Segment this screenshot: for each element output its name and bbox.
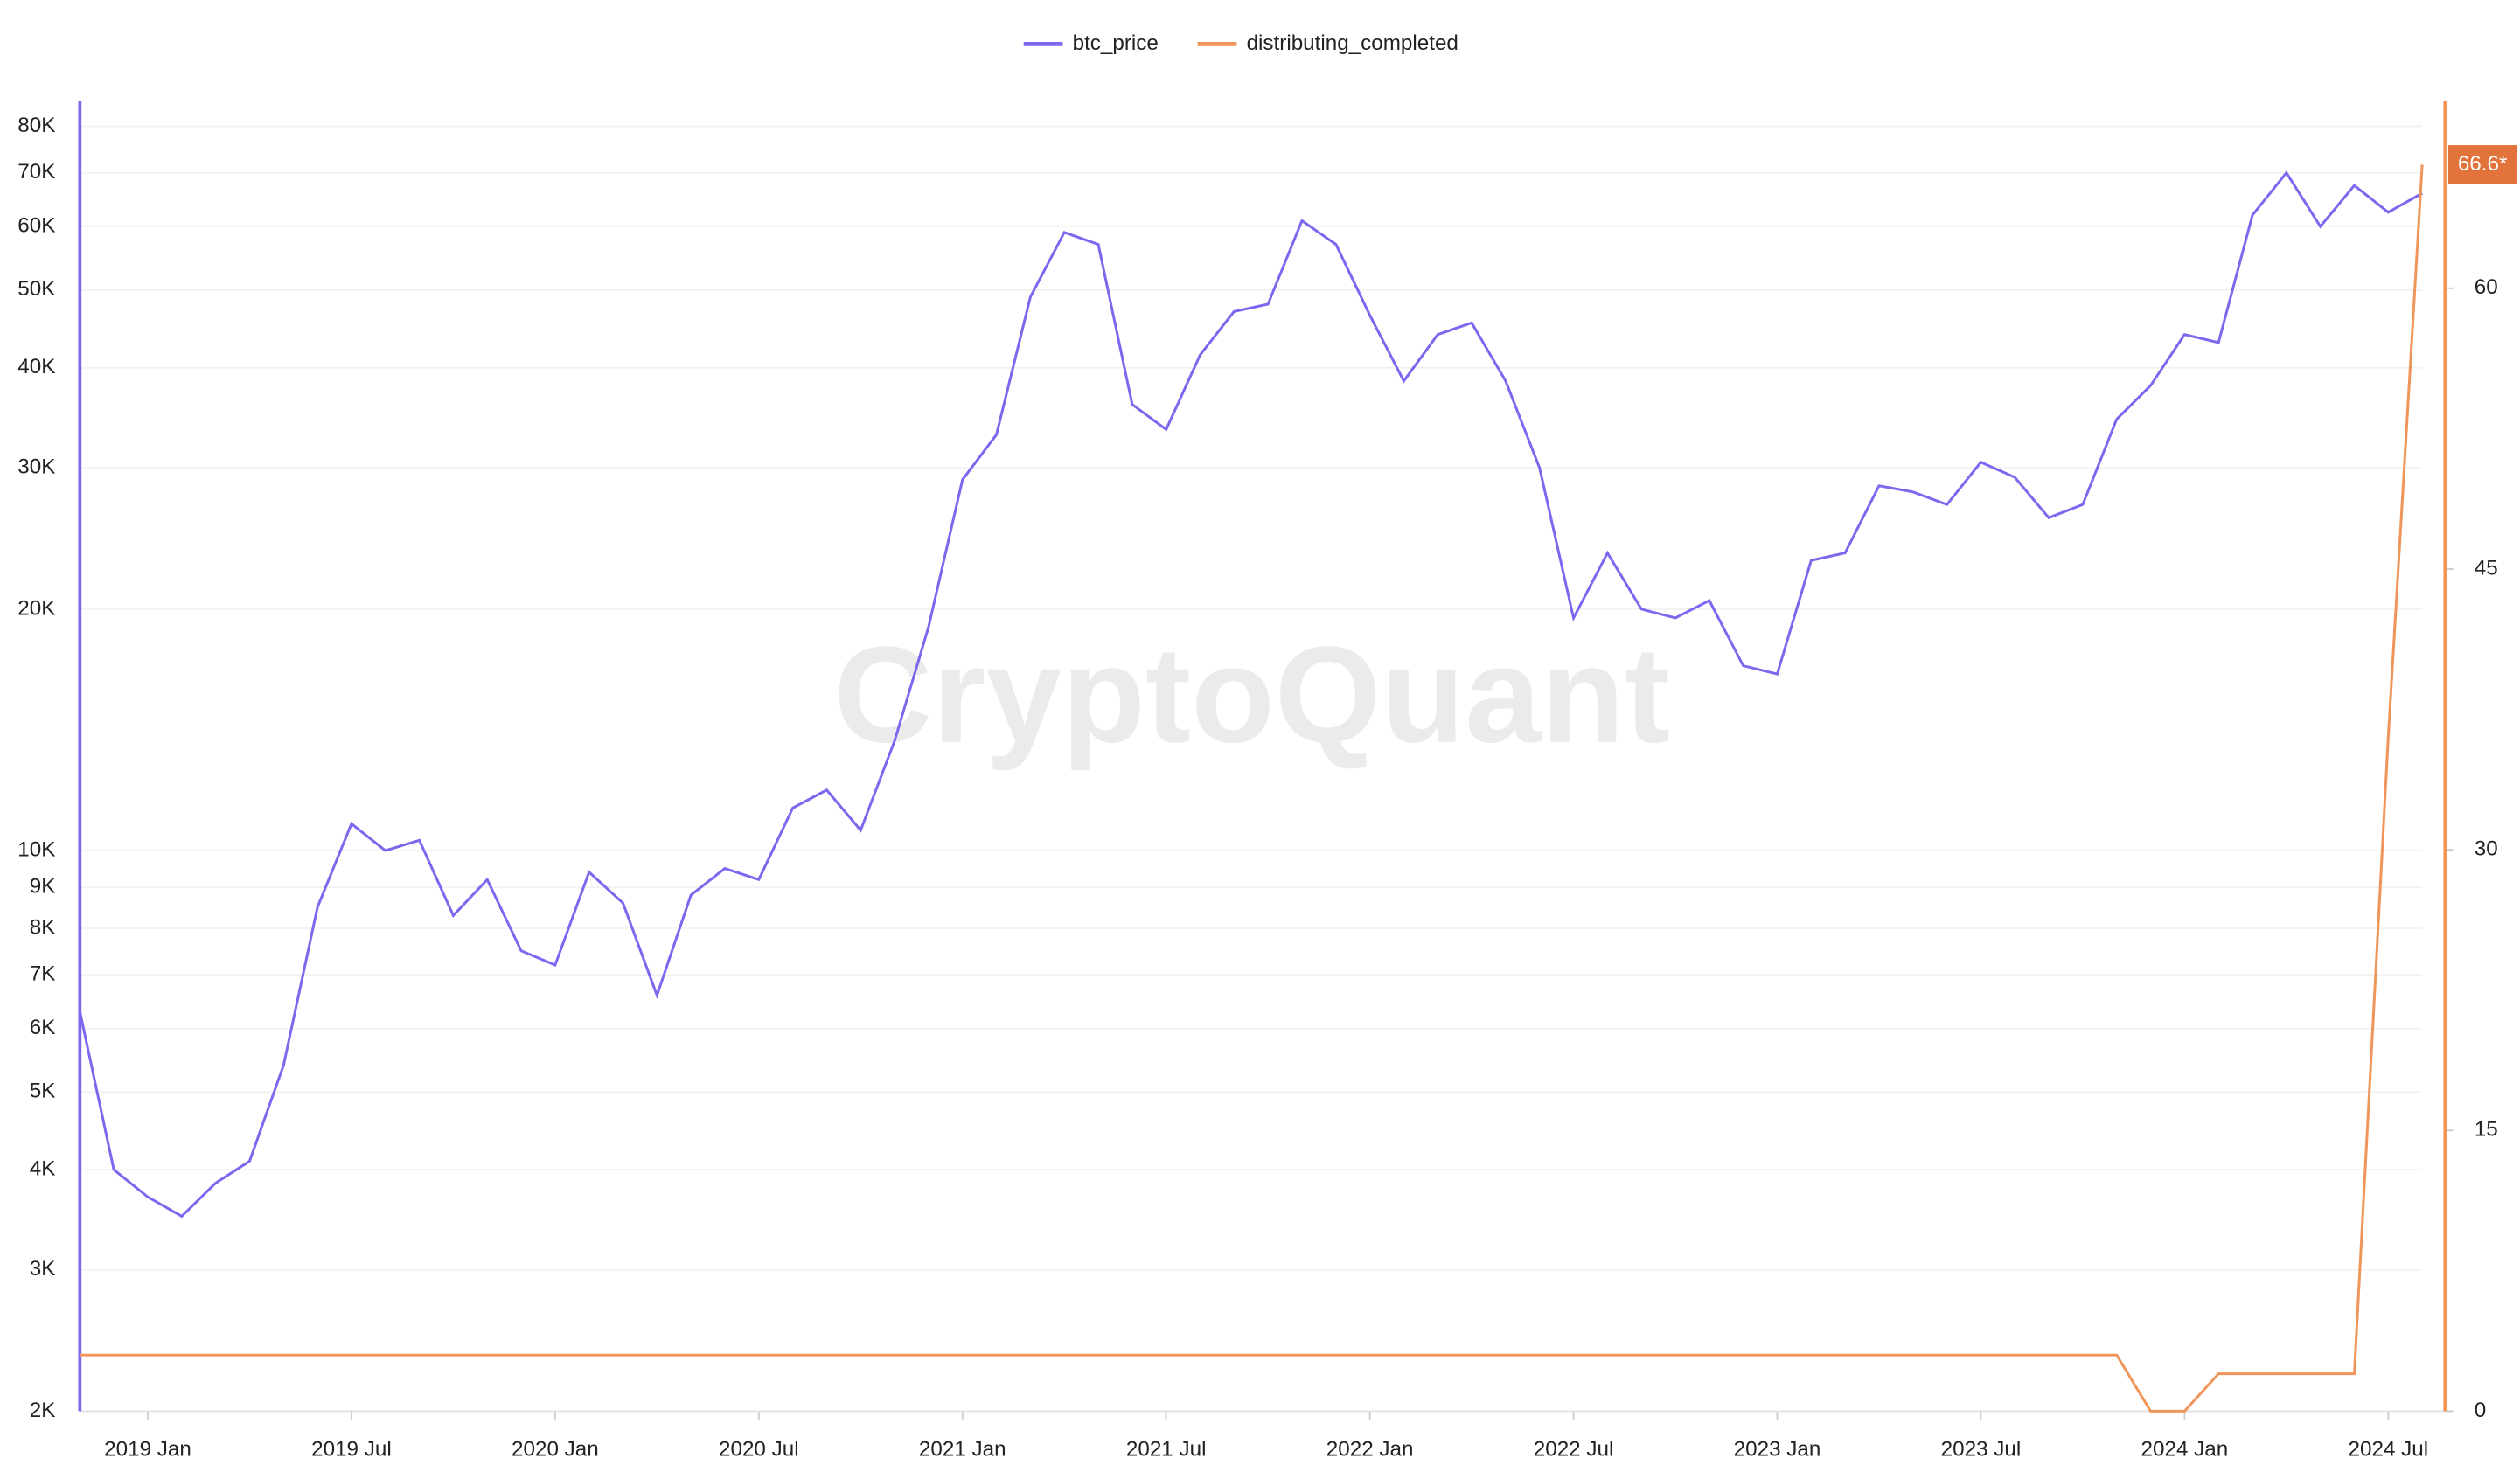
x-tick-label: 2020 Jul (719, 1438, 799, 1462)
y-tick-label: 7K (30, 962, 56, 986)
y-tick-label: 40K (17, 355, 55, 378)
y-tick-label: 8K (30, 915, 56, 939)
x-tick-label: 2019 Jan (104, 1438, 191, 1462)
x-tick-label: 2020 Jan (512, 1438, 599, 1462)
y2-tick-label: 15 (2475, 1118, 2498, 1142)
y2-tick-label: 60 (2475, 275, 2498, 299)
x-tick-label: 2024 Jul (2349, 1438, 2429, 1462)
y-tick-label: 50K (17, 277, 55, 301)
y-tick-label: 4K (30, 1157, 56, 1181)
watermark: CryptoQuant (833, 619, 1670, 772)
y2-tick-label: 30 (2475, 837, 2498, 860)
x-tick-label: 2022 Jan (1326, 1438, 1414, 1462)
y-tick-label: 6K (30, 1016, 56, 1039)
y-tick-label: 70K (17, 160, 55, 184)
last-value-box (2447, 145, 2517, 184)
x-tick-label: 2022 Jul (1534, 1438, 1614, 1462)
y-tick-label: 80K (17, 114, 55, 137)
y-tick-label: 5K (30, 1080, 56, 1103)
x-tick-label: 2023 Jan (1734, 1438, 1821, 1462)
y-tick-label: 10K (17, 837, 55, 861)
y-tick-label: 2K (30, 1399, 56, 1422)
y-tick-label: 3K (30, 1257, 56, 1281)
y-tick-label: 9K (30, 874, 56, 898)
y2-tick-label: 45 (2475, 556, 2498, 580)
y2-tick-label: 0 (2475, 1399, 2486, 1422)
x-tick-label: 2021 Jan (919, 1438, 1006, 1462)
x-tick-label: 2021 Jul (1126, 1438, 1207, 1462)
y-tick-label: 60K (17, 213, 55, 237)
x-tick-label: 2024 Jan (2141, 1438, 2229, 1462)
x-tick-label: 2019 Jul (311, 1438, 392, 1462)
y-tick-label: 20K (17, 596, 55, 620)
x-tick-label: 2023 Jul (1941, 1438, 2022, 1462)
series-line (78, 170, 2423, 1219)
legend-label: distributing_completed (1247, 31, 1458, 55)
last-value-label: 66.6* (2458, 152, 2508, 176)
series-line (80, 164, 2424, 1413)
y-tick-label: 30K (17, 455, 55, 479)
legend-label: btc_price (1073, 31, 1159, 55)
